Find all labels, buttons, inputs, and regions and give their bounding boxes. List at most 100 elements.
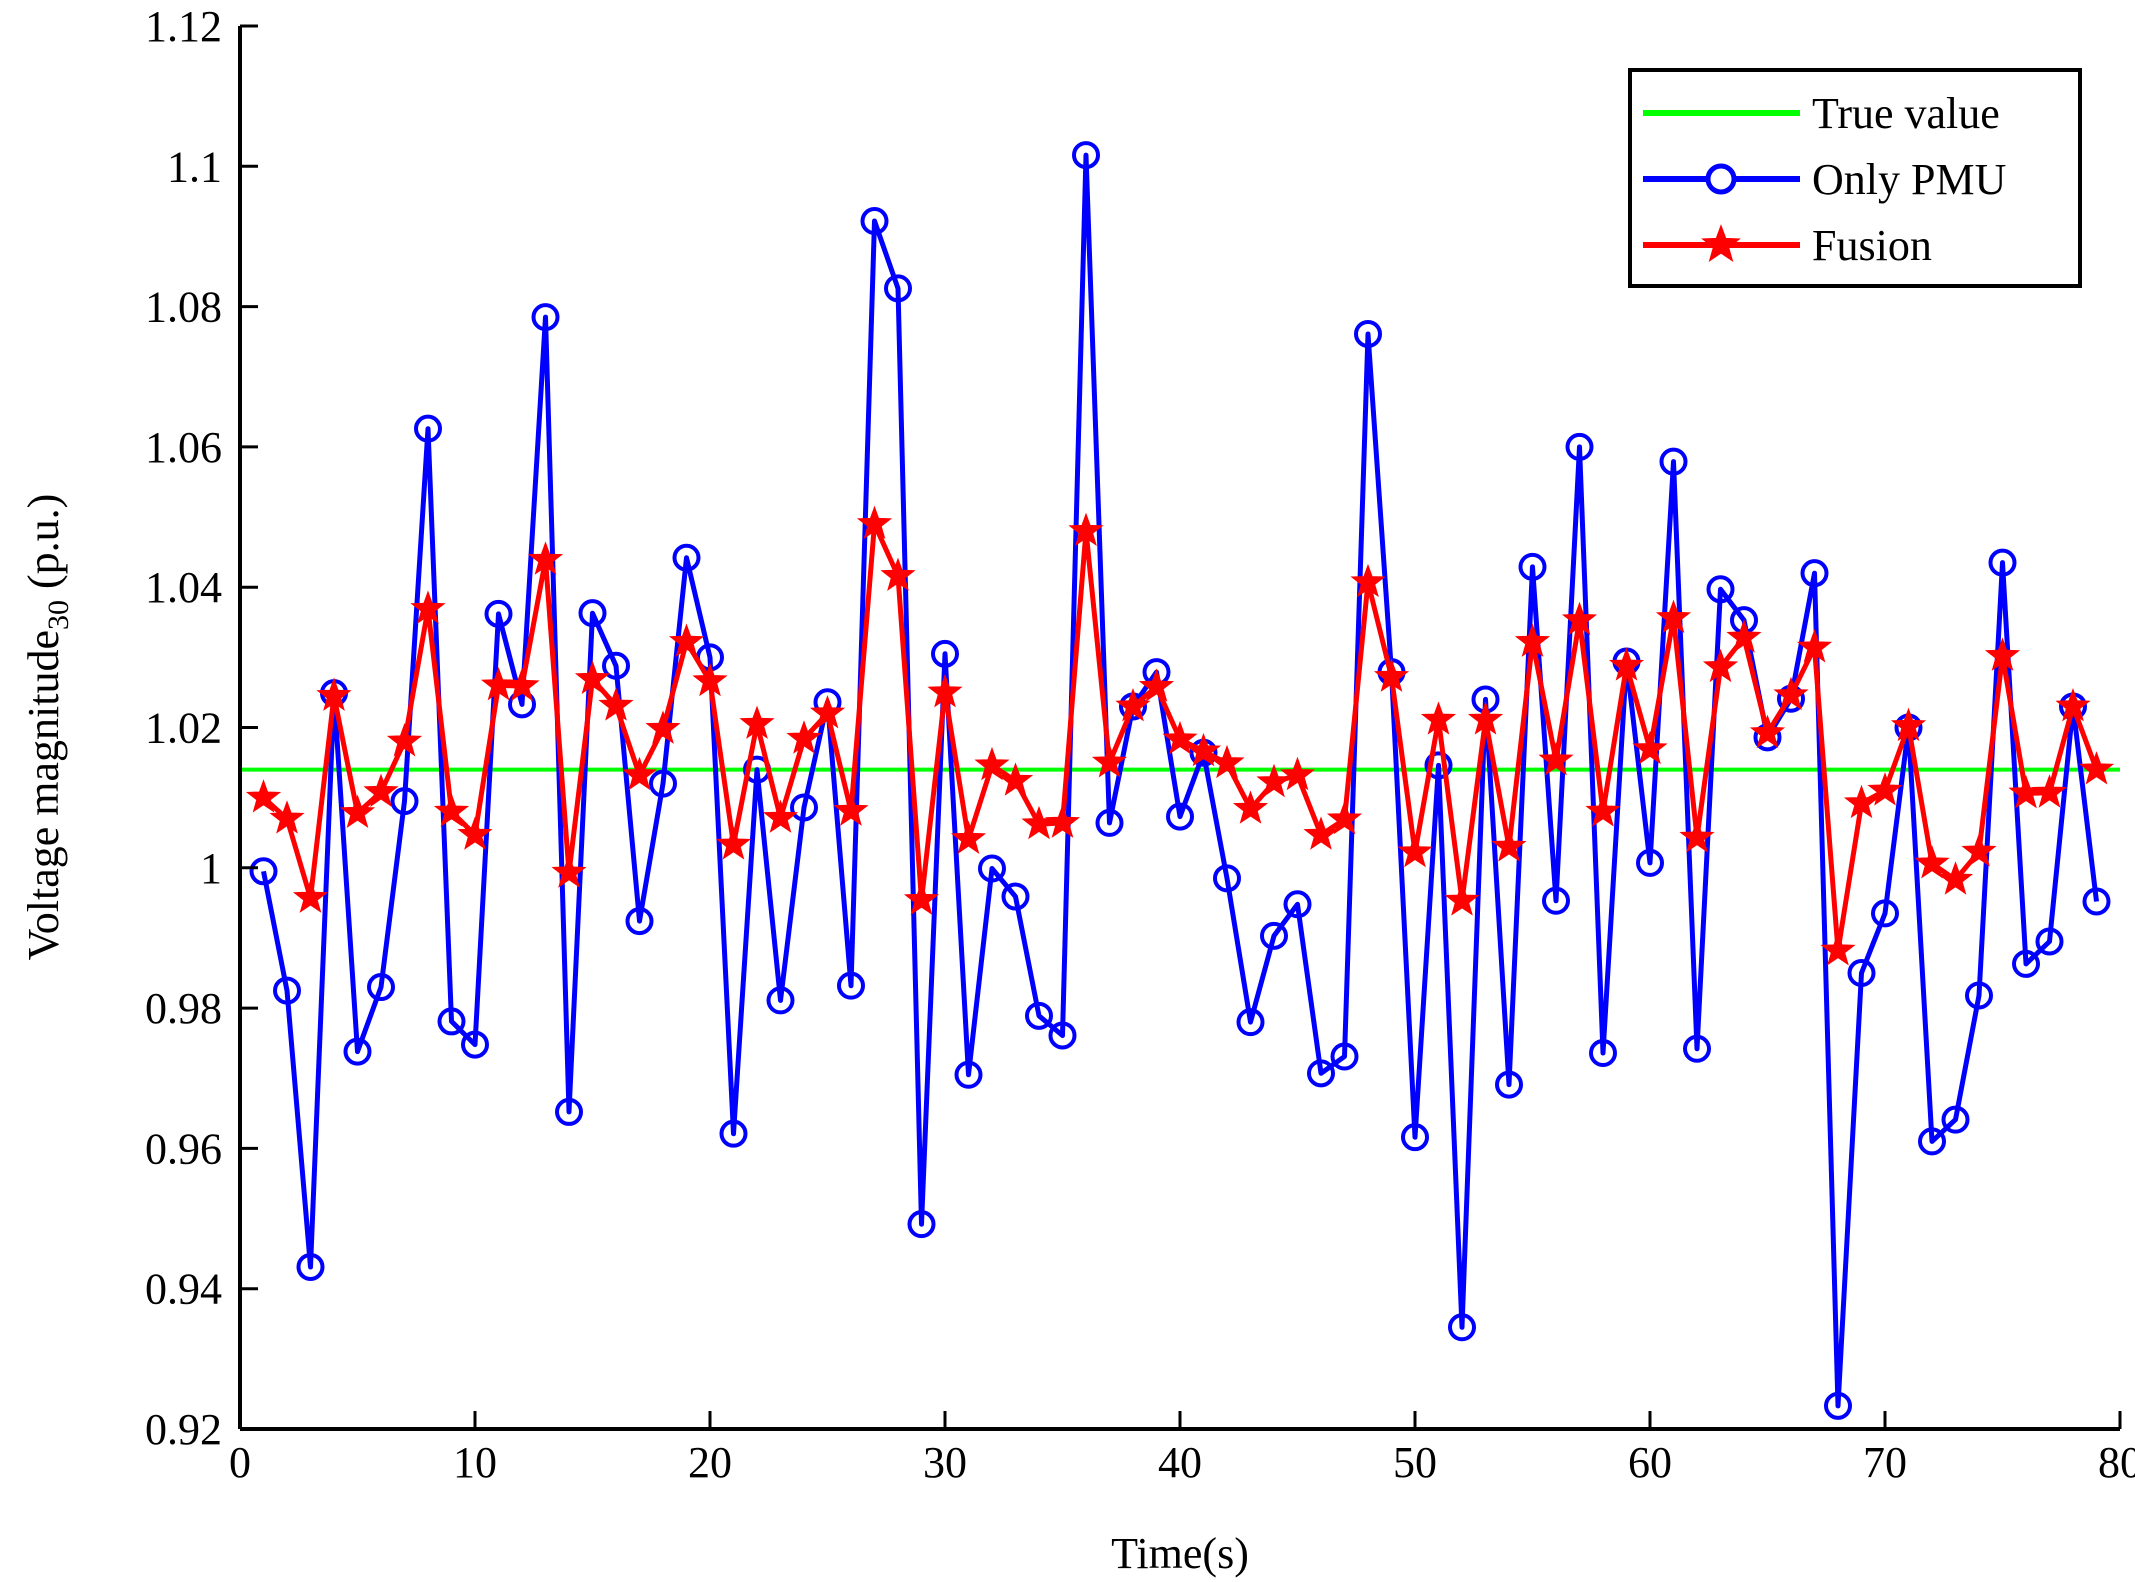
x-tick-label: 20 — [688, 1438, 732, 1487]
only-pmu-point — [461, 1030, 489, 1059]
only-pmu-point — [1800, 559, 1829, 588]
fusion-point — [1867, 772, 1903, 806]
only-pmu-point — [1166, 802, 1194, 831]
only-pmu-point — [367, 973, 395, 1002]
fusion-point — [692, 662, 728, 697]
fusion-point — [1444, 882, 1480, 916]
fusion-point — [621, 756, 658, 791]
fusion-point — [1632, 730, 1668, 765]
fusion-point — [574, 660, 611, 694]
y-tick-label: 1.12 — [145, 2, 222, 51]
fusion-point — [762, 799, 799, 833]
fusion-point — [269, 800, 305, 834]
only-pmu-point — [1330, 1042, 1359, 1071]
only-pmu-point — [343, 1037, 372, 1066]
y-tick-label: 0.98 — [145, 984, 222, 1033]
fusion-point — [1256, 763, 1292, 798]
only-pmu-point — [1424, 751, 1453, 780]
only-pmu-point — [1095, 808, 1124, 837]
only-pmu-point — [1683, 1034, 1711, 1063]
y-tick-label: 1.04 — [145, 563, 222, 612]
fusion-point — [1326, 800, 1363, 835]
fusion-point — [668, 623, 705, 657]
only-pmu-point — [1401, 1123, 1429, 1152]
legend-true-value-label: True value — [1812, 89, 2000, 138]
fusion-point — [1491, 828, 1527, 862]
only-pmu-point — [837, 971, 865, 1000]
y-tick-label: 1.1 — [167, 142, 222, 191]
fusion-point — [1232, 790, 1269, 824]
only-pmu-point — [931, 639, 959, 668]
fusion-point — [645, 710, 681, 744]
only-pmu-point — [1988, 548, 2017, 577]
only-pmu-point — [390, 787, 419, 816]
fusion-point — [1373, 658, 1410, 692]
fusion-point — [245, 779, 282, 813]
fusion-point — [363, 773, 399, 807]
fusion-point — [2031, 774, 2068, 808]
fusion-point — [316, 677, 352, 711]
x-tick-label: 60 — [1628, 1438, 1672, 1487]
fusion-point — [1350, 563, 1386, 598]
fusion-point — [1914, 845, 1950, 879]
fusion-point — [292, 879, 329, 913]
fusion-point — [1984, 637, 2021, 671]
only-pmu-point — [1636, 848, 1664, 877]
x-ticks: 0 10 20 30 40 50 60 70 80 — [229, 1411, 2135, 1487]
only-pmu-point — [1307, 1059, 1335, 1088]
only-pmu-point — [1048, 1021, 1077, 1050]
only-pmu-point — [766, 986, 795, 1015]
only-pmu-point — [884, 274, 912, 303]
fusion-point — [809, 695, 846, 729]
fusion-point — [1749, 714, 1786, 749]
legend-only-pmu-label: Only PMU — [1812, 155, 2006, 204]
fusion-point — [1655, 599, 1692, 633]
fusion-point — [1209, 744, 1245, 779]
fusion-point — [1279, 756, 1316, 791]
only-pmu-point — [296, 1252, 325, 1281]
fusion-point — [551, 854, 587, 888]
x-tick-label: 70 — [1863, 1438, 1907, 1487]
fusion-point — [1044, 804, 1081, 838]
x-tick-label: 40 — [1158, 1438, 1202, 1487]
only-pmu-point — [2082, 887, 2111, 916]
fusion-point — [339, 794, 376, 828]
fusion-point — [1467, 701, 1504, 735]
fusion-point — [1068, 512, 1104, 546]
only-pmu-point — [1824, 1391, 1852, 1420]
only-pmu-point — [1565, 432, 1594, 461]
fusion-point — [1843, 784, 1880, 819]
fusion-point — [1820, 932, 1856, 966]
only-pmu-point — [531, 303, 560, 332]
only-pmu-point — [649, 769, 677, 798]
fusion-point — [903, 881, 940, 915]
only-pmu-point — [907, 1210, 936, 1239]
fusion-point — [410, 590, 446, 624]
only-pmu-point — [1495, 1070, 1523, 1099]
fusion-point — [1162, 720, 1198, 755]
only-pmu-point — [625, 907, 654, 936]
fusion-point — [480, 666, 517, 701]
fusion-point — [1773, 676, 1809, 711]
only-pmu-point — [1025, 1001, 1053, 1030]
only-pmu-point — [602, 651, 630, 680]
only-pmu-point — [578, 599, 607, 628]
y-tick-label: 1.06 — [145, 423, 222, 472]
only-pmu-point — [1072, 141, 1100, 170]
only-pmu-point — [249, 857, 278, 886]
fusion-point — [1890, 707, 1927, 742]
x-tick-label: 30 — [923, 1438, 967, 1487]
only-pmu-point — [1847, 959, 1876, 988]
fusion-point — [786, 720, 822, 754]
only-pmu-point — [1213, 864, 1241, 893]
y-tick-label: 0.96 — [145, 1124, 222, 1173]
fusion-point — [974, 746, 1010, 781]
only-pmu-point — [2035, 927, 2064, 956]
only-pmu-point — [1001, 882, 1030, 911]
y-tick-label: 1 — [200, 844, 222, 893]
only-pmu-point — [1589, 1038, 1617, 1067]
only-pmu-point — [1918, 1127, 1946, 1156]
fusion-point — [1420, 701, 1457, 735]
fusion-point — [715, 826, 752, 860]
